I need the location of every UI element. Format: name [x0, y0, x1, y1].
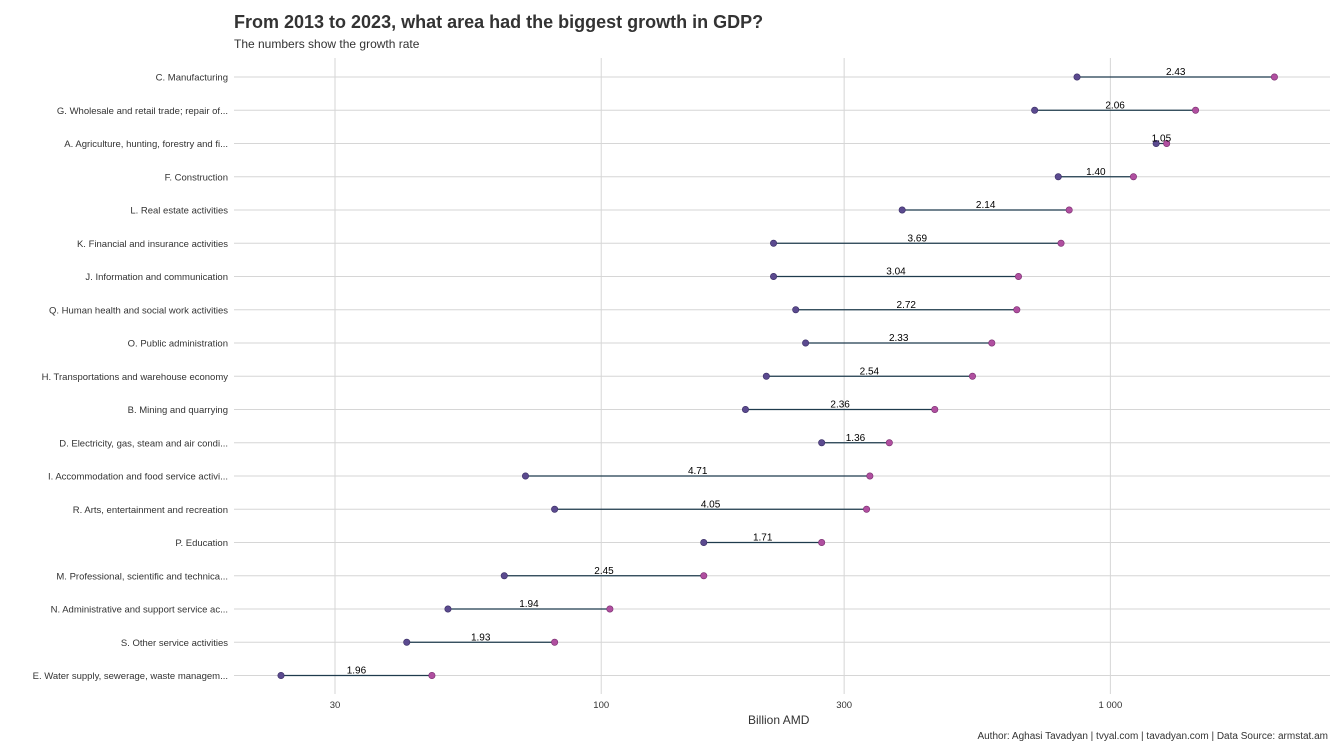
- chart-caption: Author: Aghasi Tavadyan | tvyal.com | ta…: [977, 731, 1328, 742]
- point-2013: [802, 339, 810, 347]
- point-2013: [770, 272, 778, 280]
- growth-rate-label: 1.94: [519, 599, 539, 610]
- category-label: J. Information and communication: [85, 272, 228, 283]
- point-2023: [1192, 106, 1200, 114]
- point-2013: [762, 372, 770, 380]
- growth-rate-label: 4.71: [688, 466, 708, 477]
- point-2013: [403, 638, 411, 646]
- growth-rate-label: 1.96: [347, 666, 367, 677]
- growth-rate-label: 2.06: [1105, 100, 1125, 111]
- point-2023: [885, 439, 893, 447]
- category-label: O. Public administration: [128, 339, 228, 350]
- point-2023: [1129, 173, 1137, 181]
- growth-rate-label: 2.45: [594, 566, 614, 577]
- point-2013: [1054, 173, 1062, 181]
- category-label: E. Water supply, sewerage, waste managem…: [33, 671, 228, 682]
- point-2013: [700, 538, 708, 546]
- point-2013: [792, 306, 800, 314]
- point-2013: [444, 605, 452, 613]
- growth-rate-label: 2.36: [830, 400, 850, 411]
- point-2023: [968, 372, 976, 380]
- category-label: R. Arts, entertainment and recreation: [73, 505, 228, 516]
- chart-title: From 2013 to 2023, what area had the big…: [234, 12, 764, 32]
- x-axis-ticks: 30 100 300 1 000: [330, 700, 1123, 711]
- category-label: L. Real estate activities: [130, 206, 228, 217]
- point-2013: [500, 572, 508, 580]
- category-label: F. Construction: [165, 172, 228, 183]
- x-tick-label: 30: [330, 700, 341, 711]
- point-2013: [741, 405, 749, 413]
- point-2013: [1031, 106, 1039, 114]
- point-2023: [1163, 140, 1171, 148]
- point-2023: [1057, 239, 1065, 247]
- category-label: S. Other service activities: [121, 638, 228, 649]
- chart-subtitle: The numbers show the growth rate: [234, 37, 420, 51]
- x-tick-label: 1 000: [1098, 700, 1122, 711]
- dumbbell-marks: 2.43 2.06 1.05 1.40 2.14 3.69 3.04 2.72 2.33 2.54…: [277, 67, 1278, 679]
- point-2013: [770, 239, 778, 247]
- growth-rate-label: 1.40: [1086, 167, 1106, 178]
- growth-rate-label: 1.71: [753, 533, 773, 544]
- growth-rate-label: 1.05: [1152, 134, 1172, 145]
- point-2013: [818, 439, 826, 447]
- growth-rate-label: 3.69: [908, 233, 928, 244]
- category-label: K. Financial and insurance activities: [77, 239, 228, 250]
- point-2023: [818, 538, 826, 546]
- point-2023: [551, 638, 559, 646]
- point-2023: [1065, 206, 1073, 214]
- point-2013: [521, 472, 529, 480]
- growth-rate-label: 3.04: [886, 267, 906, 278]
- x-tick-label: 300: [836, 700, 852, 711]
- point-2023: [1014, 272, 1022, 280]
- category-label: H. Transportations and warehouse economy: [42, 372, 229, 383]
- category-label: Q. Human health and social work activiti…: [49, 305, 228, 316]
- point-2013: [1073, 73, 1081, 81]
- point-2023: [1270, 73, 1278, 81]
- growth-rate-label: 1.93: [471, 632, 491, 643]
- point-2023: [866, 472, 874, 480]
- growth-rate-label: 2.72: [897, 300, 917, 311]
- point-2013: [551, 505, 559, 513]
- x-axis-label: Billion AMD: [748, 713, 810, 727]
- point-2023: [863, 505, 871, 513]
- point-2023: [931, 405, 939, 413]
- category-label: C. Manufacturing: [156, 73, 228, 84]
- point-2023: [988, 339, 996, 347]
- growth-rate-label: 2.33: [889, 333, 909, 344]
- point-2023: [700, 572, 708, 580]
- growth-rate-label: 2.14: [976, 200, 996, 211]
- growth-rate-label: 2.54: [860, 366, 880, 377]
- category-label: G. Wholesale and retail trade; repair of…: [57, 106, 228, 117]
- point-2023: [428, 671, 436, 679]
- point-2013: [1152, 140, 1160, 148]
- growth-rate-label: 1.36: [846, 433, 866, 444]
- point-2023: [1013, 306, 1021, 314]
- growth-rate-label: 4.05: [701, 499, 721, 510]
- x-tick-label: 100: [593, 700, 609, 711]
- category-label: I. Accommodation and food service activi…: [48, 472, 228, 483]
- point-2023: [606, 605, 614, 613]
- category-label: D. Electricity, gas, steam and air condi…: [59, 438, 228, 449]
- category-label: A. Agriculture, hunting, forestry and fi…: [64, 139, 228, 150]
- point-2013: [277, 671, 285, 679]
- point-2013: [898, 206, 906, 214]
- growth-rate-label: 2.43: [1166, 67, 1186, 78]
- category-label: M. Professional, scientific and technica…: [56, 571, 228, 582]
- category-label: B. Mining and quarrying: [128, 405, 228, 416]
- category-label: P. Education: [175, 538, 228, 549]
- category-labels: C. Manufacturing G. Wholesale and retail …: [33, 73, 229, 683]
- category-label: N. Administrative and support service ac…: [51, 605, 228, 616]
